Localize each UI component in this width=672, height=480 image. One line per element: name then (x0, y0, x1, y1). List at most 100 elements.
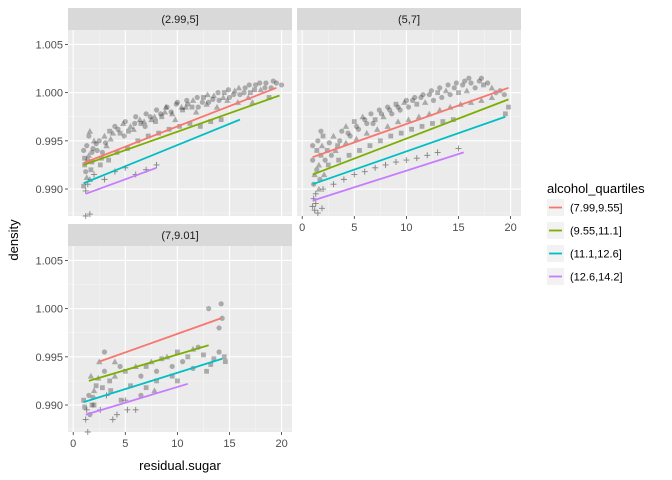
data-point (346, 152, 352, 158)
data-point (440, 119, 446, 124)
data-point (94, 147, 100, 154)
data-point (132, 406, 139, 413)
data-point (85, 152, 93, 158)
data-point (216, 325, 222, 331)
data-point (222, 359, 228, 365)
data-point (206, 306, 212, 312)
data-point (410, 97, 416, 103)
data-point (353, 123, 359, 129)
panel-2-strip-label: (5,7] (398, 14, 420, 26)
data-point (435, 90, 441, 96)
data-point (336, 157, 342, 163)
data-point (153, 107, 160, 113)
panel-2-grid (297, 30, 521, 216)
data-point (401, 99, 408, 105)
data-point (310, 157, 316, 163)
data-point (109, 129, 116, 136)
data-point (257, 80, 263, 86)
x-tick-label: 0 (70, 438, 76, 450)
legend-label: (11.1,12.6] (570, 249, 622, 261)
data-point (405, 104, 412, 110)
data-point (488, 94, 496, 101)
data-point (97, 162, 103, 168)
x-tick-label: 0 (299, 222, 305, 234)
data-point (201, 352, 206, 358)
data-point (151, 387, 158, 394)
data-point (216, 97, 222, 103)
data-point (93, 383, 99, 389)
data-point (270, 78, 276, 84)
data-point (342, 123, 350, 129)
data-point (502, 111, 508, 117)
data-point (154, 378, 159, 384)
data-point (320, 171, 328, 178)
data-point (91, 402, 97, 408)
data-point (130, 126, 137, 132)
data-point (263, 80, 269, 86)
data-point (353, 135, 360, 142)
y-tick-label: 0.995 (35, 136, 63, 148)
data-point (337, 138, 343, 144)
data-point (184, 97, 190, 103)
data-point (218, 301, 224, 307)
data-point (143, 385, 149, 391)
data-point (93, 141, 99, 147)
data-point (199, 99, 205, 105)
data-point (395, 104, 401, 110)
x-tick-label: 5 (122, 438, 128, 450)
data-point (314, 210, 321, 217)
data-point (324, 148, 330, 153)
data-point (339, 128, 345, 134)
data-point (213, 103, 221, 110)
data-point (219, 315, 225, 321)
data-point (127, 123, 134, 129)
y-tick-label: 0.990 (35, 400, 63, 412)
y-tick-label: 1.000 (35, 88, 63, 100)
data-point (109, 416, 116, 423)
data-point (218, 117, 224, 123)
data-point (439, 94, 445, 101)
data-point (231, 87, 238, 94)
data-point (320, 186, 327, 193)
data-point (345, 130, 351, 136)
data-point (117, 363, 123, 370)
data-point (221, 90, 227, 96)
data-point (90, 145, 96, 152)
data-point (83, 174, 90, 181)
data-point (173, 101, 179, 107)
data-point (113, 411, 120, 418)
data-point (90, 387, 98, 394)
data-point (398, 130, 404, 136)
data-point (140, 118, 148, 125)
data-point (389, 111, 395, 117)
data-point (117, 130, 123, 136)
data-point (235, 84, 243, 91)
data-point (86, 133, 92, 139)
data-point (169, 373, 175, 379)
data-point (96, 138, 102, 144)
data-point (252, 87, 257, 93)
data-point (220, 94, 227, 101)
data-point (442, 87, 450, 94)
data-point (310, 143, 316, 149)
data-point (83, 169, 89, 175)
data-point (347, 133, 353, 139)
data-point (463, 87, 471, 94)
trend-line (98, 317, 222, 363)
data-point (185, 354, 191, 360)
data-point (481, 82, 486, 88)
data-point (462, 78, 468, 84)
data-point (319, 205, 326, 212)
x-axis-title: residual.sugar (139, 458, 221, 473)
data-point (314, 148, 320, 153)
data-point (330, 181, 337, 188)
data-point (107, 378, 113, 384)
data-point (320, 133, 326, 139)
data-point (206, 99, 212, 105)
data-point (322, 157, 328, 163)
data-point (246, 82, 252, 88)
data-point (145, 133, 151, 139)
data-point (180, 359, 186, 365)
data-point (382, 161, 389, 168)
data-point (403, 97, 409, 103)
